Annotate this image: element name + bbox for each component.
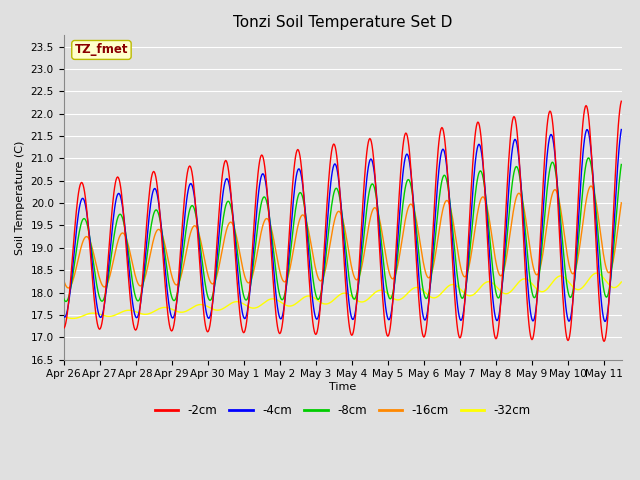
Legend: -2cm, -4cm, -8cm, -16cm, -32cm: -2cm, -4cm, -8cm, -16cm, -32cm (150, 399, 536, 422)
X-axis label: Time: Time (329, 382, 356, 392)
Title: Tonzi Soil Temperature Set D: Tonzi Soil Temperature Set D (233, 15, 452, 30)
Text: TZ_fmet: TZ_fmet (75, 44, 128, 57)
Y-axis label: Soil Temperature (C): Soil Temperature (C) (15, 140, 25, 255)
